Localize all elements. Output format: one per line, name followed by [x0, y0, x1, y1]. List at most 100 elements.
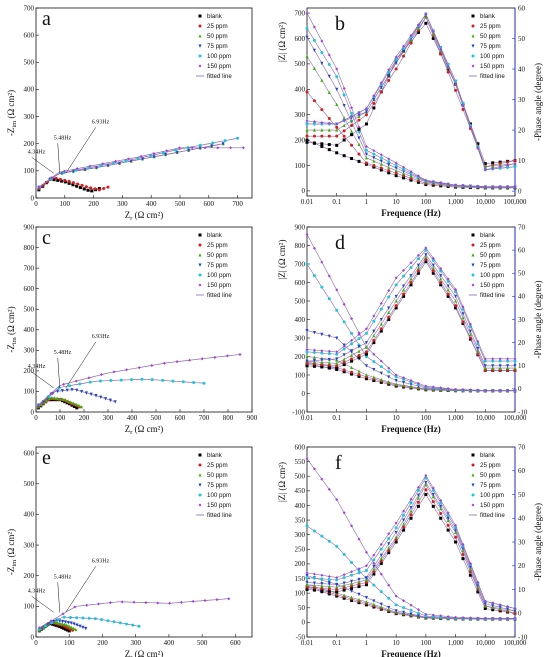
data-point	[62, 622, 66, 626]
x-tick-label: 10	[393, 414, 401, 422]
y-tick-label: 500	[24, 306, 35, 314]
y-axis-label: |Z| (Ω cm²)	[277, 22, 287, 62]
y2-axis-label: -Phase angle (degree)	[533, 281, 543, 359]
y-axis-label: |Z| (Ω cm²)	[277, 240, 287, 280]
y2-tick-label: -10	[518, 633, 528, 641]
phase-point	[357, 113, 361, 117]
modulus-point	[327, 117, 331, 121]
phase-point	[320, 365, 324, 369]
phase-point	[327, 363, 331, 367]
modulus-point	[416, 381, 420, 385]
phase-point	[327, 574, 331, 578]
modulus-point	[416, 174, 420, 178]
phase-point	[476, 585, 480, 590]
phase-point	[320, 134, 324, 138]
phase-point	[342, 363, 346, 367]
modulus-point	[342, 370, 346, 374]
phase-point	[372, 106, 376, 110]
legend-marker	[471, 233, 475, 237]
phase-point	[439, 516, 443, 520]
modulus-point	[476, 616, 480, 620]
modulus-point	[402, 377, 406, 381]
modulus-point	[409, 178, 413, 182]
data-point	[132, 600, 136, 604]
phase-point	[357, 127, 361, 131]
modulus-point	[357, 597, 361, 602]
phase-point	[387, 73, 391, 78]
phase-point	[513, 357, 517, 361]
legend-label: 50 ppm	[207, 252, 228, 259]
modulus-point	[387, 583, 391, 587]
y-tick-label: 300	[295, 334, 306, 342]
phase-point	[357, 349, 361, 353]
modulus-point	[335, 87, 339, 92]
modulus-point	[372, 599, 376, 603]
legend-label: 100 ppm	[207, 492, 231, 499]
phase-point	[364, 352, 368, 356]
phase-point	[446, 284, 450, 288]
y-tick-label: 500	[295, 297, 306, 305]
legend-label: 75 ppm	[207, 43, 228, 50]
modulus-point	[439, 614, 443, 618]
data-point	[85, 603, 89, 607]
annotation-arrow	[57, 582, 61, 613]
phase-point	[498, 160, 502, 164]
x-tick-label: 700	[232, 200, 243, 208]
modulus-point	[387, 171, 391, 175]
phase-point	[409, 277, 413, 281]
modulus-point	[372, 352, 376, 356]
phase-point	[335, 590, 339, 594]
y-axis-label: -Zim (Ω cm²)	[6, 306, 18, 352]
phase-point	[312, 134, 316, 138]
legend-label: 25 ppm	[207, 23, 228, 30]
modulus-point	[335, 544, 339, 548]
data-point	[94, 394, 98, 398]
modulus-point	[379, 605, 383, 609]
phase-point	[364, 569, 368, 572]
y-axis-label: -Zim (Ω cm²)	[6, 529, 18, 575]
data-point	[162, 361, 166, 365]
modulus-point	[416, 608, 420, 612]
phase-point	[409, 509, 413, 513]
legend-marker	[198, 483, 202, 487]
legend-marker	[471, 263, 475, 267]
modulus-point	[372, 149, 376, 153]
modulus-point	[387, 380, 391, 384]
phase-point	[431, 269, 435, 273]
legend-label: 150 ppm	[207, 502, 231, 509]
modulus-point	[379, 156, 383, 160]
phase-point	[342, 581, 346, 585]
phase-point	[402, 518, 406, 522]
phase-point	[439, 498, 443, 502]
data-point	[60, 179, 64, 183]
y2-tick-label: 40	[518, 65, 526, 73]
phase-point	[364, 580, 368, 584]
phase-point	[350, 570, 354, 574]
legend-label: fitted line	[480, 292, 505, 299]
phase-point	[394, 299, 398, 303]
phase-point	[468, 322, 472, 326]
data-point	[65, 628, 69, 632]
data-point	[86, 188, 90, 192]
y-tick-label: 800	[295, 242, 306, 250]
legend-marker	[198, 503, 202, 507]
data-point	[125, 622, 129, 626]
modulus-point	[498, 388, 502, 392]
legend-marker	[471, 283, 475, 287]
phase-point	[498, 603, 502, 607]
data-point	[118, 621, 122, 625]
y-tick-label: 400	[24, 326, 35, 334]
modulus-point	[305, 262, 309, 266]
phase-point	[416, 23, 420, 27]
data-point	[73, 605, 77, 609]
phase-point	[513, 607, 517, 610]
phase-point	[312, 581, 316, 585]
annotation-arrow	[31, 371, 54, 389]
phase-point	[394, 521, 398, 525]
phase-point	[357, 337, 361, 341]
phase-point	[513, 364, 517, 368]
phase-point	[372, 98, 376, 102]
phase-point	[446, 67, 450, 71]
modulus-point	[402, 380, 406, 385]
phase-point	[327, 587, 331, 591]
